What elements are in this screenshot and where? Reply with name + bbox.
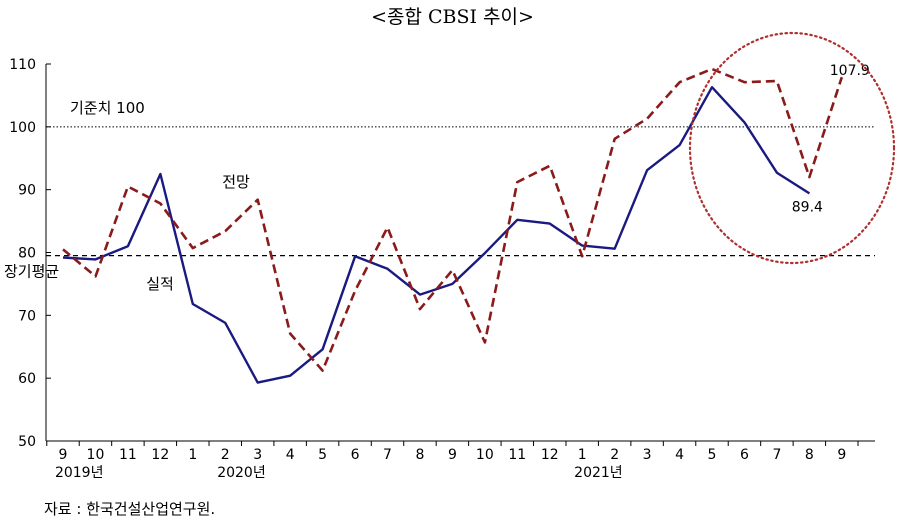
x-tick-label: 9 bbox=[59, 447, 68, 463]
x-tick-label: 2 bbox=[610, 447, 619, 463]
x-tick-label: 11 bbox=[508, 447, 526, 463]
reference-label: 기준치 100 bbox=[70, 99, 145, 117]
x-tick-label: 11 bbox=[119, 447, 137, 463]
x-tick-label: 4 bbox=[286, 447, 295, 463]
series-lines bbox=[62, 67, 844, 384]
y-tick-label: 90 bbox=[18, 183, 36, 199]
y-tick-label: 70 bbox=[18, 308, 36, 324]
x-tick-label: 10 bbox=[87, 447, 105, 463]
series-label-actual: 실적 bbox=[146, 275, 174, 293]
series-line-forecast bbox=[62, 67, 844, 372]
source-note: 자료 : 한국건설산업연구원. bbox=[44, 500, 216, 518]
data-label: 107.9 bbox=[830, 63, 870, 79]
x-tick-label: 1 bbox=[188, 447, 197, 463]
x-tick-label: 9 bbox=[837, 447, 846, 463]
y-tick-label: 60 bbox=[18, 371, 36, 387]
x-tick-label: 12 bbox=[151, 447, 169, 463]
x-tick-label: 3 bbox=[253, 447, 262, 463]
y-tick-label: 110 bbox=[9, 57, 36, 73]
x-tick-label: 8 bbox=[805, 447, 814, 463]
x-tick-label: 2 bbox=[221, 447, 230, 463]
x-tick-label: 12 bbox=[541, 447, 559, 463]
reference-label: 장기평균 bbox=[4, 263, 59, 281]
year-label: 2020년 bbox=[217, 465, 266, 481]
x-tick-label: 10 bbox=[476, 447, 494, 463]
data-label: 89.4 bbox=[792, 199, 823, 215]
y-tick-label: 100 bbox=[9, 120, 36, 136]
series-line-actual bbox=[62, 86, 811, 384]
series-label-forecast: 전망 bbox=[222, 173, 250, 191]
x-tick-label: 7 bbox=[383, 447, 392, 463]
year-label: 2019년 bbox=[55, 465, 104, 481]
year-label: 2021년 bbox=[574, 465, 623, 481]
chart-title: <종합 CBSI 추이> bbox=[371, 6, 534, 28]
x-tick-label: 8 bbox=[415, 447, 424, 463]
x-tick-label: 6 bbox=[351, 447, 360, 463]
x-tick-label: 1 bbox=[578, 447, 587, 463]
x-tick-label: 4 bbox=[675, 447, 684, 463]
y-tick-label: 50 bbox=[18, 434, 36, 450]
x-tick-label: 3 bbox=[643, 447, 652, 463]
y-tick-label: 80 bbox=[18, 246, 36, 262]
x-tick-label: 9 bbox=[448, 447, 457, 463]
x-tick-label: 5 bbox=[708, 447, 717, 463]
highlight-circle bbox=[688, 31, 896, 265]
x-tick-label: 5 bbox=[318, 447, 327, 463]
reference-lines bbox=[46, 126, 875, 257]
x-tick-label: 7 bbox=[772, 447, 781, 463]
x-tick-label: 6 bbox=[740, 447, 749, 463]
